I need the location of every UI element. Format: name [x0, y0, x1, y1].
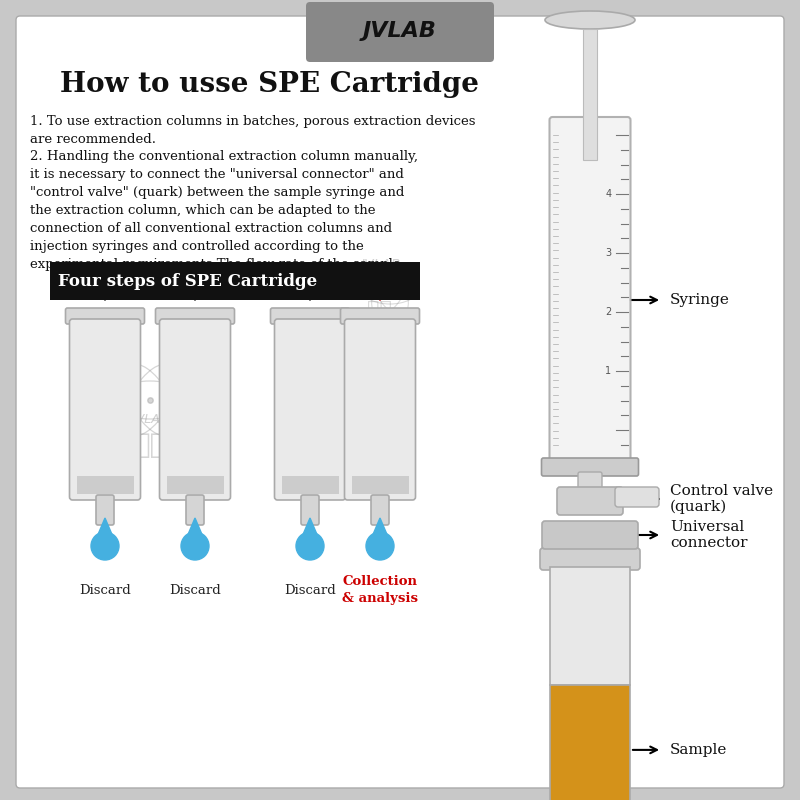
Text: Discard: Discard — [79, 583, 131, 597]
Text: 2: 2 — [606, 307, 611, 317]
Text: Discard: Discard — [284, 583, 336, 597]
FancyBboxPatch shape — [50, 262, 420, 300]
Text: 见微: 见微 — [554, 742, 586, 770]
FancyBboxPatch shape — [66, 308, 145, 324]
Text: 4: 4 — [606, 189, 611, 199]
Polygon shape — [183, 518, 207, 546]
Text: 3: 3 — [606, 248, 611, 258]
Bar — [77, 476, 134, 494]
Bar — [351, 476, 409, 494]
Polygon shape — [93, 518, 117, 546]
Text: Discard: Discard — [169, 583, 221, 597]
Bar — [550, 567, 630, 685]
Text: Syringe: Syringe — [670, 293, 730, 307]
FancyBboxPatch shape — [306, 2, 494, 62]
Circle shape — [366, 532, 394, 560]
FancyBboxPatch shape — [341, 308, 419, 324]
Text: JVLAB: JVLAB — [570, 627, 610, 641]
FancyBboxPatch shape — [578, 472, 602, 511]
Text: Collection
& analysis: Collection & analysis — [342, 575, 418, 605]
Ellipse shape — [545, 11, 635, 29]
Polygon shape — [298, 518, 322, 546]
FancyBboxPatch shape — [345, 319, 415, 500]
FancyBboxPatch shape — [550, 117, 630, 463]
FancyBboxPatch shape — [96, 495, 114, 525]
Text: Four steps of SPE Cartridge: Four steps of SPE Cartridge — [58, 273, 317, 290]
Text: JVLAB: JVLAB — [363, 21, 437, 41]
Circle shape — [296, 532, 324, 560]
FancyBboxPatch shape — [615, 487, 659, 507]
Bar — [583, 29, 597, 160]
Text: 2. Handling the conventional extraction column manually,
it is necessary to conn: 2. Handling the conventional extraction … — [30, 150, 418, 271]
FancyBboxPatch shape — [542, 521, 638, 549]
Circle shape — [181, 532, 209, 560]
FancyBboxPatch shape — [557, 487, 623, 515]
FancyBboxPatch shape — [540, 548, 640, 570]
FancyBboxPatch shape — [186, 495, 204, 525]
FancyBboxPatch shape — [371, 495, 389, 525]
Text: Sample: Sample — [670, 743, 727, 757]
FancyBboxPatch shape — [155, 308, 234, 324]
Text: Control valve
(quark): Control valve (quark) — [670, 484, 773, 514]
Text: 1: 1 — [606, 366, 611, 376]
Polygon shape — [368, 518, 392, 546]
FancyBboxPatch shape — [274, 319, 346, 500]
Bar — [166, 476, 223, 494]
Text: Universal
connector: Universal connector — [670, 520, 747, 550]
FancyBboxPatch shape — [542, 458, 638, 476]
FancyBboxPatch shape — [301, 495, 319, 525]
FancyBboxPatch shape — [70, 319, 141, 500]
Text: JVLAB: JVLAB — [132, 414, 168, 426]
FancyBboxPatch shape — [159, 319, 230, 500]
Circle shape — [91, 532, 119, 560]
Bar — [282, 476, 338, 494]
Text: JVLAB: JVLAB — [360, 258, 400, 272]
Bar — [550, 685, 630, 800]
Text: 见微: 见微 — [134, 431, 166, 459]
Text: 见微: 见微 — [367, 300, 393, 320]
FancyBboxPatch shape — [270, 308, 350, 324]
Text: How to usse SPE Cartridge: How to usse SPE Cartridge — [61, 71, 479, 98]
Text: 1. To use extraction columns in batches, porous extraction devices
are recommend: 1. To use extraction columns in batches,… — [30, 115, 475, 146]
